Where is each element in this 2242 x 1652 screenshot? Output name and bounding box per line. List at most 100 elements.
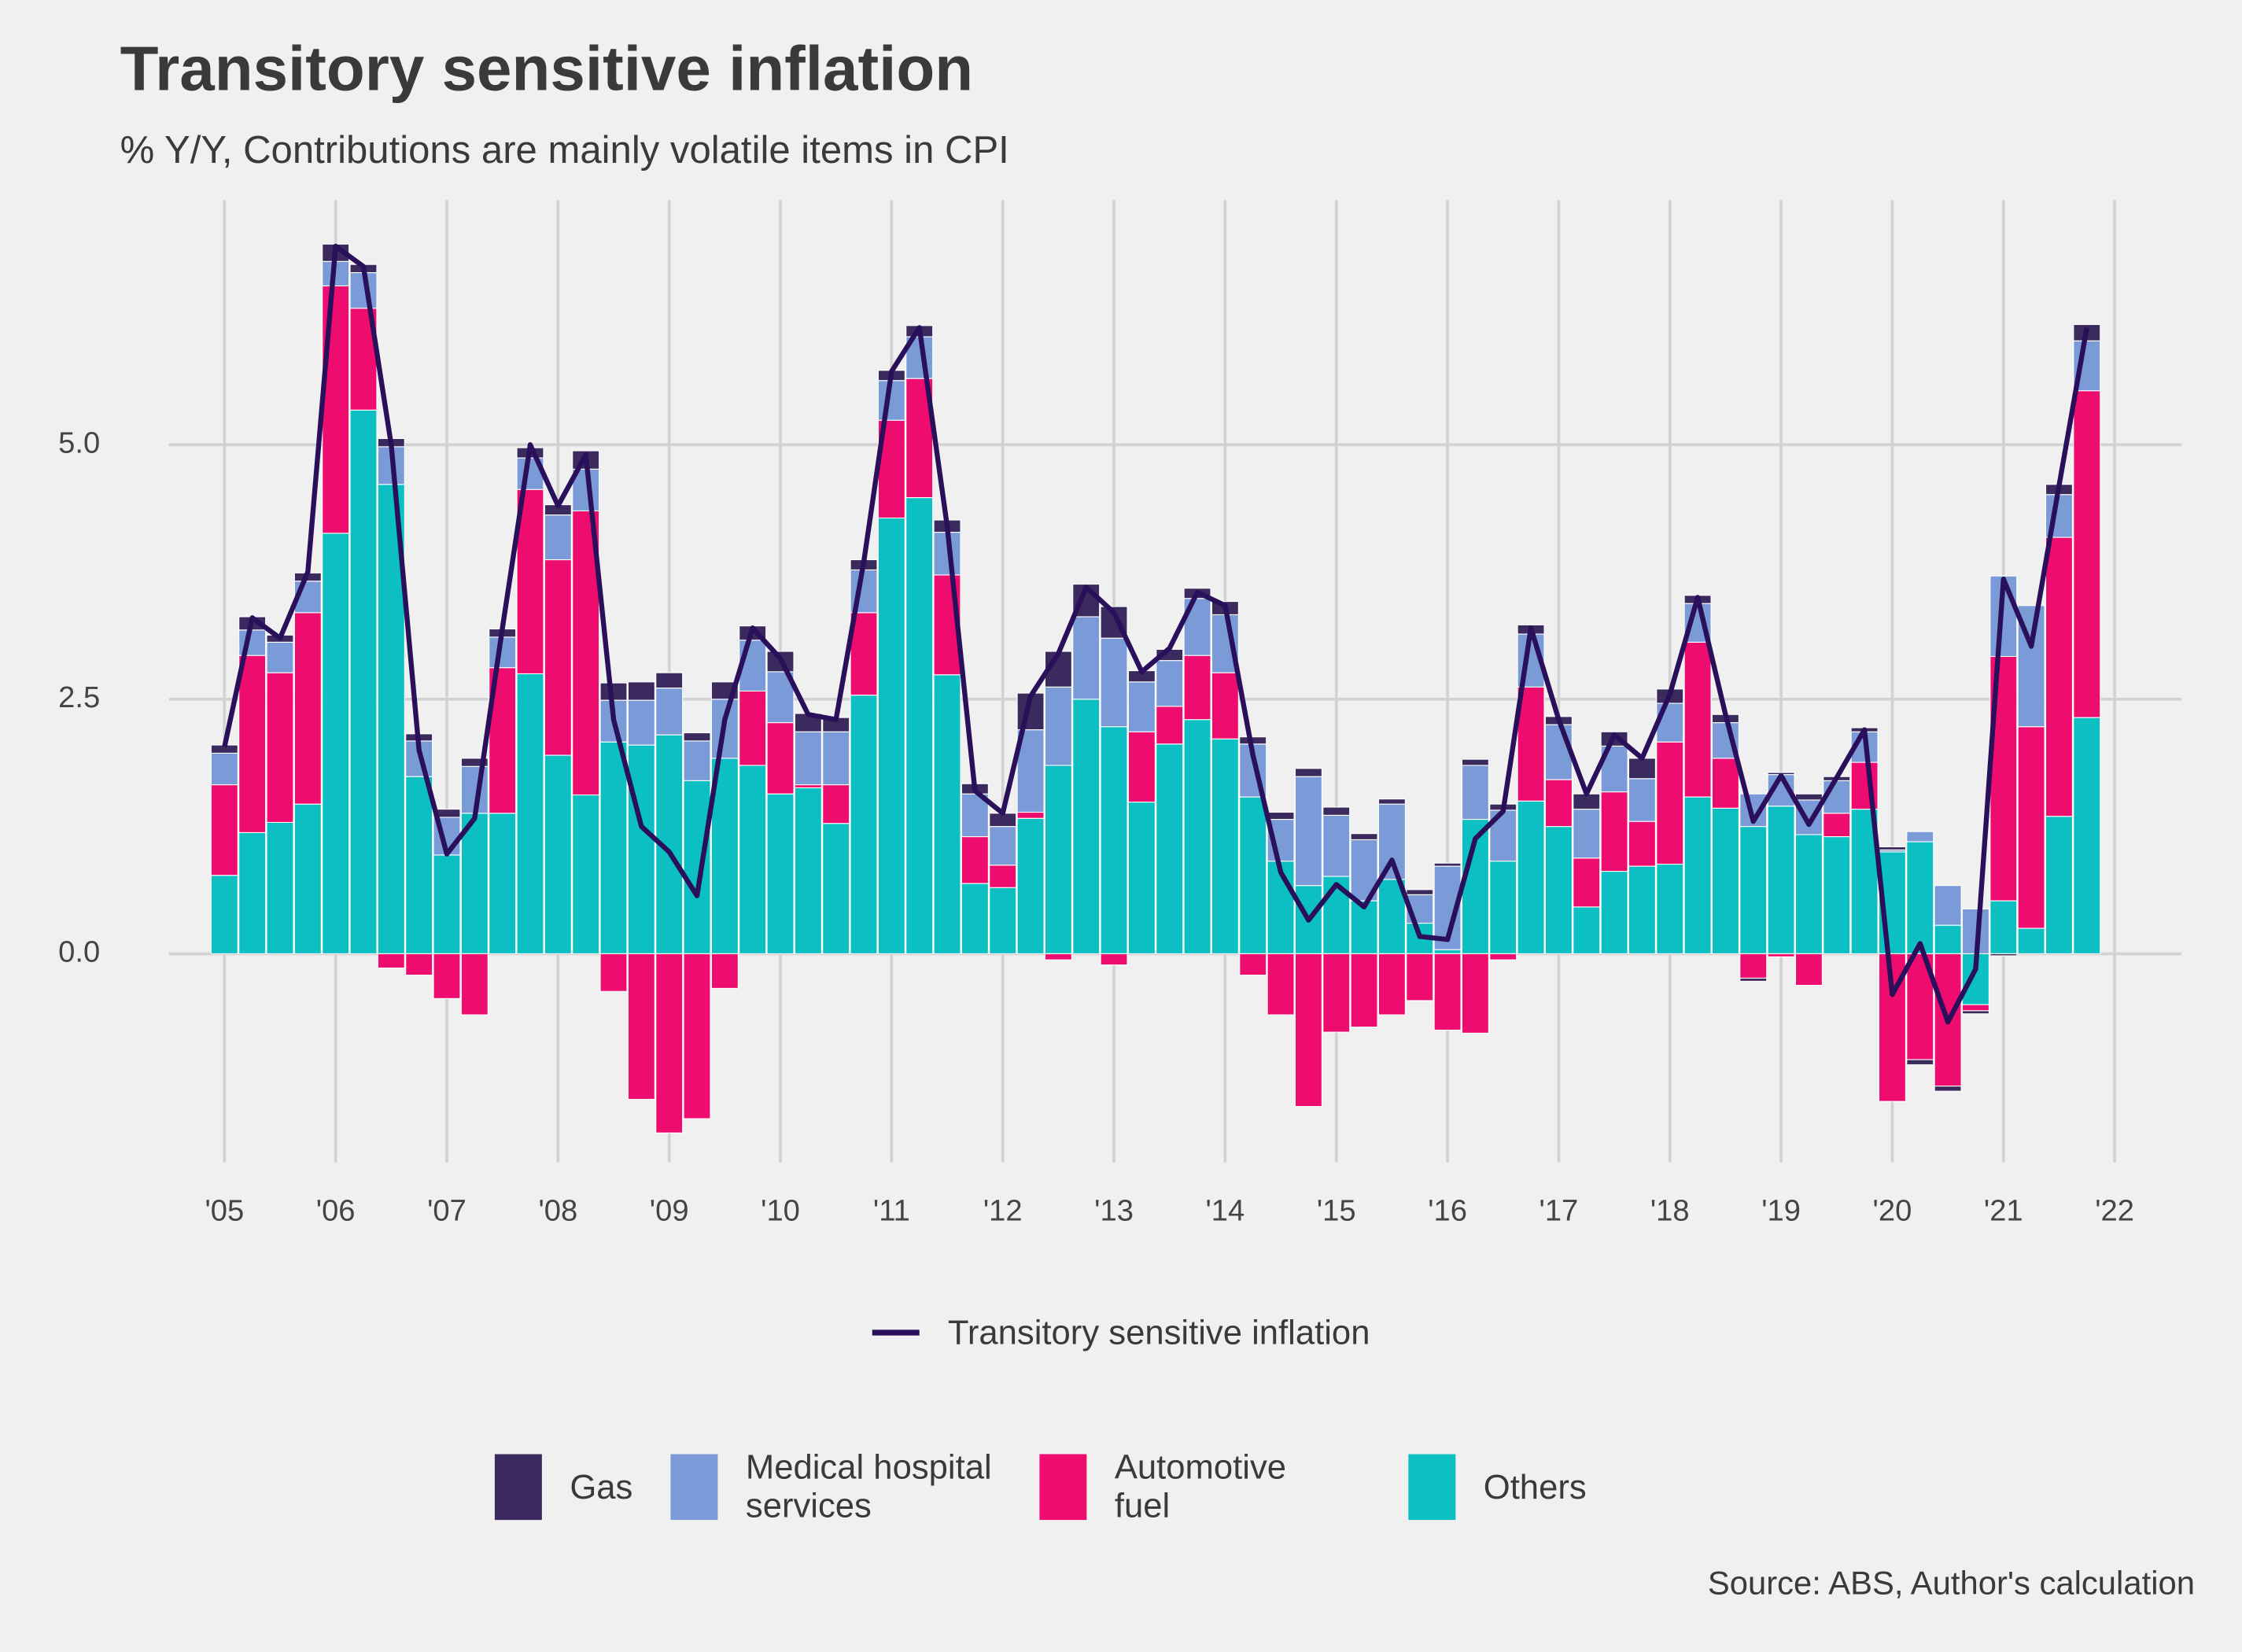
bar-legend: Gas Medical hospital services Automotive f… xyxy=(0,1444,2242,1530)
bar-segment xyxy=(683,740,711,781)
bar-segment xyxy=(516,673,544,954)
bar-segment xyxy=(433,953,461,999)
bar-segment xyxy=(1934,1086,1962,1092)
bar-segment xyxy=(1239,953,1267,976)
bar-segment xyxy=(1739,826,1768,954)
bar-segment xyxy=(1794,793,1823,801)
bar-segment xyxy=(1461,765,1489,820)
bar-segment xyxy=(1016,811,1045,819)
bar-segment xyxy=(627,699,655,746)
chart-title: Transitory sensitive inflation xyxy=(120,34,974,105)
bar-segment xyxy=(877,517,905,954)
bar-segment xyxy=(1600,791,1628,872)
bar-segment xyxy=(1517,686,1545,802)
legend-label: Automotive fuel xyxy=(1114,1448,1287,1526)
bar-segment xyxy=(933,674,961,954)
bar-segment xyxy=(2045,816,2073,954)
legend-label: Medical hospital services xyxy=(745,1448,992,1526)
bar-segment xyxy=(210,784,238,876)
bar-segment xyxy=(1406,889,1434,895)
bar-segment xyxy=(1683,641,1712,798)
bar-segment xyxy=(1156,660,1184,707)
bar-segment xyxy=(1544,779,1573,828)
line-series xyxy=(222,243,2089,1025)
x-tick-label: '19 xyxy=(1761,1193,1801,1227)
bar-segment xyxy=(1767,806,1795,954)
bar-segment xyxy=(1016,817,1045,954)
bar-segment xyxy=(349,409,378,954)
bar-segment xyxy=(322,533,350,954)
x-tick-label: '18 xyxy=(1650,1193,1690,1227)
x-tick-label: '13 xyxy=(1094,1193,1134,1227)
bar-segment xyxy=(1211,738,1239,954)
bar-segment xyxy=(572,794,600,954)
bar-segment xyxy=(544,514,572,561)
bar-segment xyxy=(1628,778,1656,822)
bar-segment xyxy=(1573,809,1601,859)
bar-segment xyxy=(822,823,850,954)
x-tick-label: '07 xyxy=(427,1193,466,1227)
bar-segment xyxy=(766,722,795,795)
x-tick-label: '05 xyxy=(205,1193,244,1227)
bar-segment xyxy=(1573,857,1601,908)
bar-segment xyxy=(1739,977,1768,982)
bar-segment xyxy=(1294,776,1322,887)
legend-item: Gas xyxy=(493,1454,641,1521)
bar-segment xyxy=(655,688,684,736)
bar-segment xyxy=(1239,796,1267,954)
x-tick-label: '21 xyxy=(1984,1193,2023,1227)
bar-segment xyxy=(627,953,655,1101)
bar-segment xyxy=(1823,836,1851,954)
line-legend: Transitory sensitive inflation xyxy=(0,1304,2242,1362)
bar-segment xyxy=(1377,803,1406,880)
bar-segment xyxy=(627,681,655,701)
bar-segment xyxy=(1544,724,1573,780)
x-tick-label: '12 xyxy=(983,1193,1023,1227)
bar-segment xyxy=(1322,953,1351,1033)
legend-key xyxy=(1407,1454,1455,1521)
bar-segment xyxy=(1183,719,1211,954)
bar-segment xyxy=(1683,796,1712,954)
bar-segment xyxy=(683,780,711,954)
bar-segment xyxy=(293,803,322,954)
bar-segment xyxy=(1628,820,1656,867)
bar-segment xyxy=(1711,758,1739,809)
bar-segment xyxy=(599,953,628,992)
x-tick-label: '06 xyxy=(316,1193,356,1227)
bar-segment xyxy=(822,784,850,824)
bar-segment xyxy=(405,776,433,954)
bar-segment xyxy=(2017,726,2045,929)
legend-label: Transitory sensitive inflation xyxy=(947,1313,1370,1352)
x-tick-label: '09 xyxy=(650,1193,689,1227)
bar-segment xyxy=(989,826,1017,866)
bar-segment xyxy=(489,813,517,954)
bar-segment xyxy=(1656,702,1684,743)
bar-segment xyxy=(1461,758,1489,766)
x-tick-label: '22 xyxy=(2095,1193,2134,1227)
bar-segment xyxy=(460,758,489,767)
bar-segment xyxy=(739,765,767,954)
bar-segment xyxy=(1350,833,1378,840)
x-tick-label: '16 xyxy=(1428,1193,1467,1227)
bar-segment xyxy=(1628,865,1656,954)
bar-segment xyxy=(683,953,711,1119)
bar-segment xyxy=(1573,906,1601,954)
legend-item: Medical hospital services xyxy=(669,1448,1011,1526)
legend-item: Automotive fuel xyxy=(1038,1448,1379,1525)
bar-segment xyxy=(238,832,267,954)
bar-segment xyxy=(322,285,350,534)
bar-segment xyxy=(683,732,711,742)
legend-item: Transitory sensitive inflation xyxy=(872,1313,1370,1352)
chart-subtitle: % Y/Y, Contributions are mainly volatile… xyxy=(120,128,1009,172)
bar-segment xyxy=(1961,1010,1989,1015)
bar-segment xyxy=(1600,871,1628,954)
legend-line-key xyxy=(872,1329,920,1336)
bar-segment xyxy=(1989,900,2018,954)
bar-segment xyxy=(293,612,322,805)
bar-segment xyxy=(766,793,795,954)
bar-segment xyxy=(1794,953,1823,986)
bar-segment xyxy=(405,953,433,976)
bar-segment xyxy=(1906,831,1934,843)
bar-segment xyxy=(1489,861,1517,954)
bar-segment xyxy=(1406,953,1434,1001)
